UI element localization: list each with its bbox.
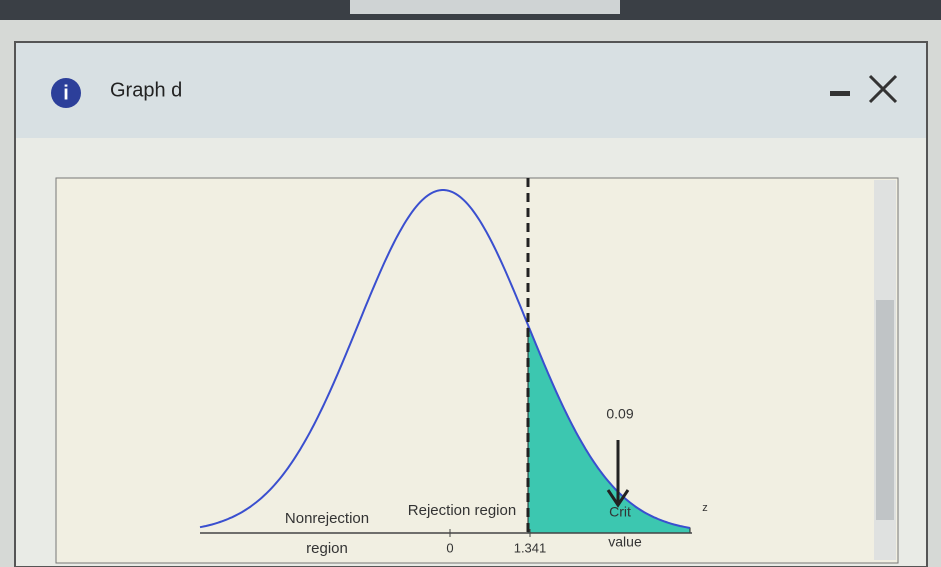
dialog-header xyxy=(16,43,926,138)
close-button[interactable] xyxy=(868,74,898,104)
dialog-title: Graph d xyxy=(110,79,182,101)
rejection-label: Rejection region xyxy=(408,502,516,519)
info-glyph: i xyxy=(63,82,69,104)
graph-frame xyxy=(55,177,899,564)
tick-label: 0 xyxy=(446,540,453,555)
scroll-thumb[interactable] xyxy=(876,300,894,520)
graph: 0 1.341 Nonrejection region Rejection region… xyxy=(199,178,708,557)
axis-label: z xyxy=(702,502,708,514)
density-curve xyxy=(199,189,691,529)
crit-label: Crit xyxy=(609,504,631,520)
tick-label: 1.341 xyxy=(514,540,547,555)
top-toolbar xyxy=(350,0,620,14)
arrow xyxy=(606,440,630,508)
info-icon xyxy=(51,78,81,108)
nonrejection-label: region xyxy=(306,540,348,557)
minimize-button[interactable] xyxy=(830,91,850,96)
nonrejection-label: Nonrejection xyxy=(285,510,369,527)
area-label: 0.09 xyxy=(606,406,633,422)
crit-label: value xyxy=(608,534,642,550)
